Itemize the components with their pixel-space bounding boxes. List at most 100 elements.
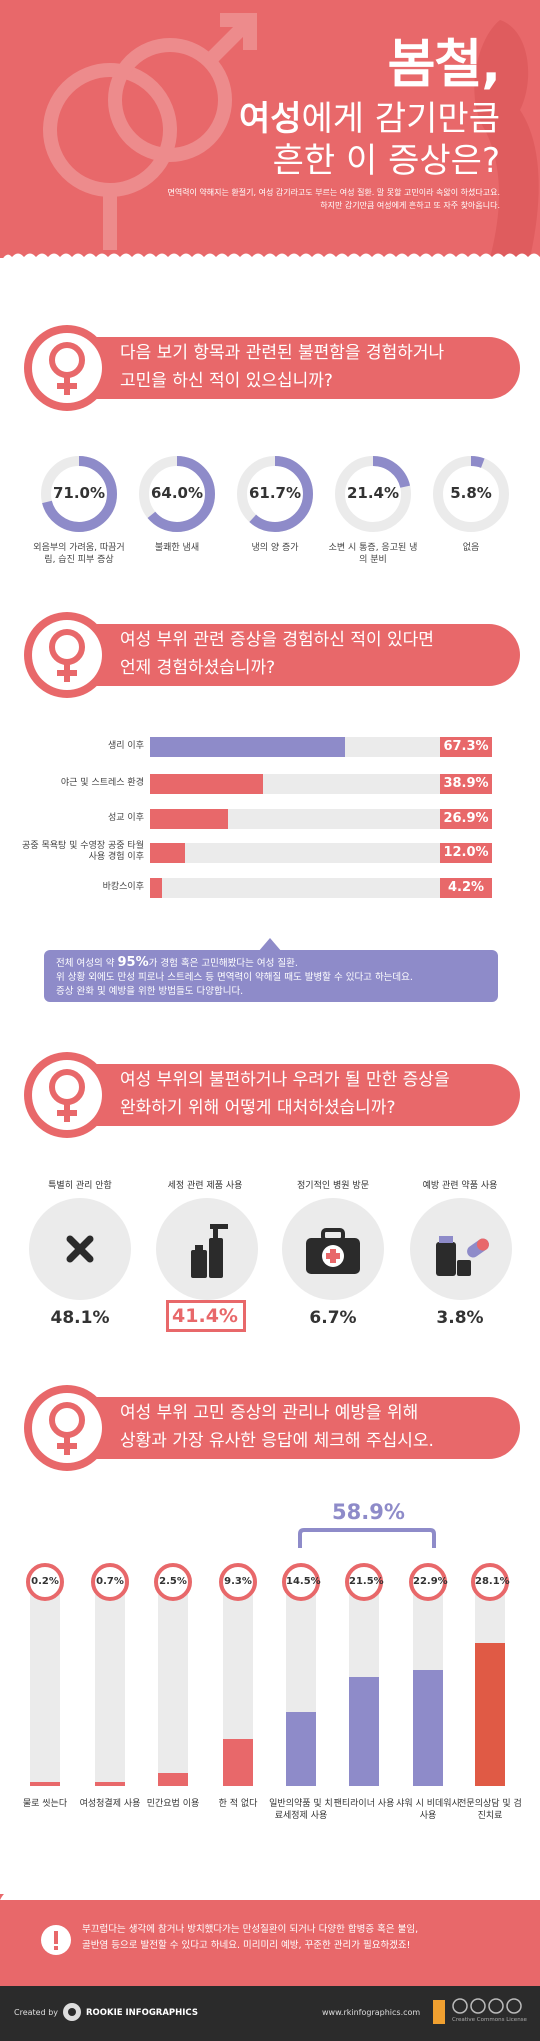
column-bar [475, 1643, 505, 1786]
donut-value: 21.4% [346, 484, 400, 502]
column-category-label: 팬티라이너 사용 [333, 1799, 395, 1809]
column-category-label: 여성청결제 사용 [79, 1799, 141, 1809]
license-label: Creative Commons License [452, 2017, 527, 2023]
woman-silhouette-icon [474, 20, 539, 258]
q3-circle [29, 1198, 131, 1300]
bar-category-label: 생리 이후 [108, 741, 144, 751]
note-pointer [258, 938, 282, 952]
warning-line1: 부끄럽다는 생각에 참거나 방치했다가는 만성질환이 되거나 다양한 합병증 혹… [82, 1924, 419, 1935]
bar-track [150, 809, 440, 829]
page-title-line2: 여성에게 감기만큼 흔한 이 증상은? [40, 98, 500, 182]
column-bar [413, 1669, 443, 1786]
bracket-line [298, 1528, 436, 1548]
donut-chart [433, 456, 509, 532]
note-line2: 위 상황 외에도 만성 피로나 스트레스 등 면역력이 약해질 때도 발병할 수… [56, 972, 413, 983]
column-category-label: 전문의상담 및 검진치료 [458, 1799, 522, 1821]
column-bar [223, 1738, 253, 1786]
column-track [30, 1583, 60, 1786]
donut-slice [433, 456, 509, 532]
donut-label: 소변 시 통증, 응고된 냉의 분비 [328, 543, 418, 565]
bar-category-label: 바캉스이후 [102, 882, 144, 892]
brand-name: ROOKIE INFOGRAPHICS [86, 2008, 198, 2018]
donut-slice [335, 456, 411, 532]
subtitle-line1: 면역력이 약해지는 환절기, 여성 감기라고도 부르는 여성 질환. 말 못할 … [167, 188, 500, 197]
bar-track [150, 737, 440, 757]
bar-value-label: 38.9% [440, 774, 492, 794]
column-value-circle: 14.5% [282, 1563, 321, 1601]
donut-chart [335, 456, 411, 532]
x-icon [66, 1235, 94, 1263]
wave-divider [3, 253, 540, 258]
q3-item-value-highlight: 41.4% [172, 1305, 238, 1327]
column-track [95, 1583, 125, 1786]
female-symbol-badge [24, 1052, 110, 1138]
column-value-circle: 0.2% [26, 1563, 64, 1601]
column-bar [158, 1773, 188, 1786]
question-bar [64, 624, 520, 686]
bar-track [150, 878, 440, 898]
column-value-circle: 28.1% [471, 1563, 510, 1601]
column-value-circle: 21.5% [345, 1563, 384, 1601]
q3-item-value: 48.1% [50, 1308, 110, 1328]
highlight-box [166, 1300, 246, 1332]
donut-slice [41, 456, 117, 532]
bar-fill [150, 774, 263, 794]
bar-value-label: 12.0% [440, 843, 492, 863]
question-text: 여성 부위의 불편하거나 우려가 될 만한 증상을 완화하기 위해 어떻게 대처하… [120, 1070, 450, 1118]
q3-item-label: 세정 관련 제품 사용 [167, 1181, 243, 1191]
column-category-label: 샤워 시 비데워시 사용 [396, 1799, 460, 1821]
cc-icons [452, 1998, 528, 2016]
donut-value: 5.8% [450, 484, 492, 502]
female-symbol-icon [49, 629, 85, 682]
question-text: 다음 보기 항목과 관련된 불편함을 경험하거나 고민을 하신 적이 있으십니까? [120, 343, 445, 391]
question-bar [64, 337, 520, 399]
title-line2-rest: 에게 감기만큼 [301, 99, 501, 139]
first-aid-kit-icon [306, 1228, 360, 1274]
column-category-label: 일반의약품 및 치료세정제 사용 [269, 1799, 333, 1821]
q3-circle [282, 1198, 384, 1300]
column-track [223, 1583, 253, 1786]
note-highlight: 95% [117, 955, 149, 970]
note-pre: 전체 여성의 약 [56, 958, 118, 969]
column-bar [95, 1782, 125, 1786]
donut-chart [41, 456, 117, 532]
q3-item-label: 예방 관련 약품 사용 [422, 1181, 498, 1191]
column-track [349, 1583, 379, 1786]
column-value-circle: 0.7% [91, 1563, 129, 1601]
question-1-banner: 다음 보기 항목과 관련된 불편함을 경험하거나 고민을 하신 적이 있으십니까? [24, 325, 520, 411]
column-track [413, 1583, 443, 1786]
donut-slice [139, 456, 215, 532]
bar-category-label: 야근 및 스트레스 환경 [60, 778, 144, 788]
donut-label: 없음 [462, 543, 480, 553]
bar-track [150, 774, 440, 794]
bar-fill [150, 809, 228, 829]
question-text: 여성 부위 고민 증상의 관리나 예방을 위해 상황과 가장 유사한 응답에 체크… [120, 1403, 434, 1451]
column-bar [30, 1782, 60, 1786]
donut-value: 64.0% [150, 484, 204, 502]
column-value-circle: 9.3% [219, 1563, 257, 1601]
donut-value: 61.7% [248, 484, 302, 502]
female-male-symbols-icon [43, 13, 257, 250]
medicine-icon [436, 1236, 489, 1276]
donut-chart [139, 456, 215, 532]
question-text: 여성 부위 관련 증상을 경험하신 적이 있다면 언제 경험하셨습니까? [120, 630, 434, 678]
q3-item-label: 특별히 관리 안함 [48, 1181, 112, 1191]
bar-fill [150, 878, 163, 898]
note-line3: 증상 완화 및 예방을 위한 방법들도 다양합니다. [56, 986, 244, 997]
title-line3: 흔한 이 증상은? [272, 141, 500, 181]
column-bar [349, 1676, 379, 1786]
cleanser-bottle-icon [191, 1224, 228, 1278]
bar-value-label: 4.2% [440, 878, 492, 898]
donut-label: 불쾌한 냄새 [154, 543, 200, 553]
title-bold: 여성 [238, 99, 302, 139]
bar-category-label: 성교 이후 [108, 813, 144, 823]
bar-category-label: 공중 목욕탕 및 수영장 공중 타월 사용 경험 이후 [22, 841, 144, 862]
question-bar [64, 1397, 520, 1459]
warning-banner: 부끄럽다는 생각에 참거나 방치했다가는 만성질환이 되거나 다양한 합병증 혹… [0, 1891, 540, 1986]
warning-text: 부끄럽다는 생각에 참거나 방치했다가는 만성질환이 되거나 다양한 합병증 혹… [82, 1922, 532, 1954]
question-4-banner: 여성 부위 고민 증상의 관리나 예방을 위해 상황과 가장 유사한 응답에 체크… [24, 1385, 520, 1471]
creative-commons-icon [452, 1998, 522, 2014]
donut-value: 71.0% [52, 484, 106, 502]
footer-url[interactable]: www.rkinfographics.com [322, 2008, 421, 2017]
q3-circle [410, 1198, 512, 1300]
